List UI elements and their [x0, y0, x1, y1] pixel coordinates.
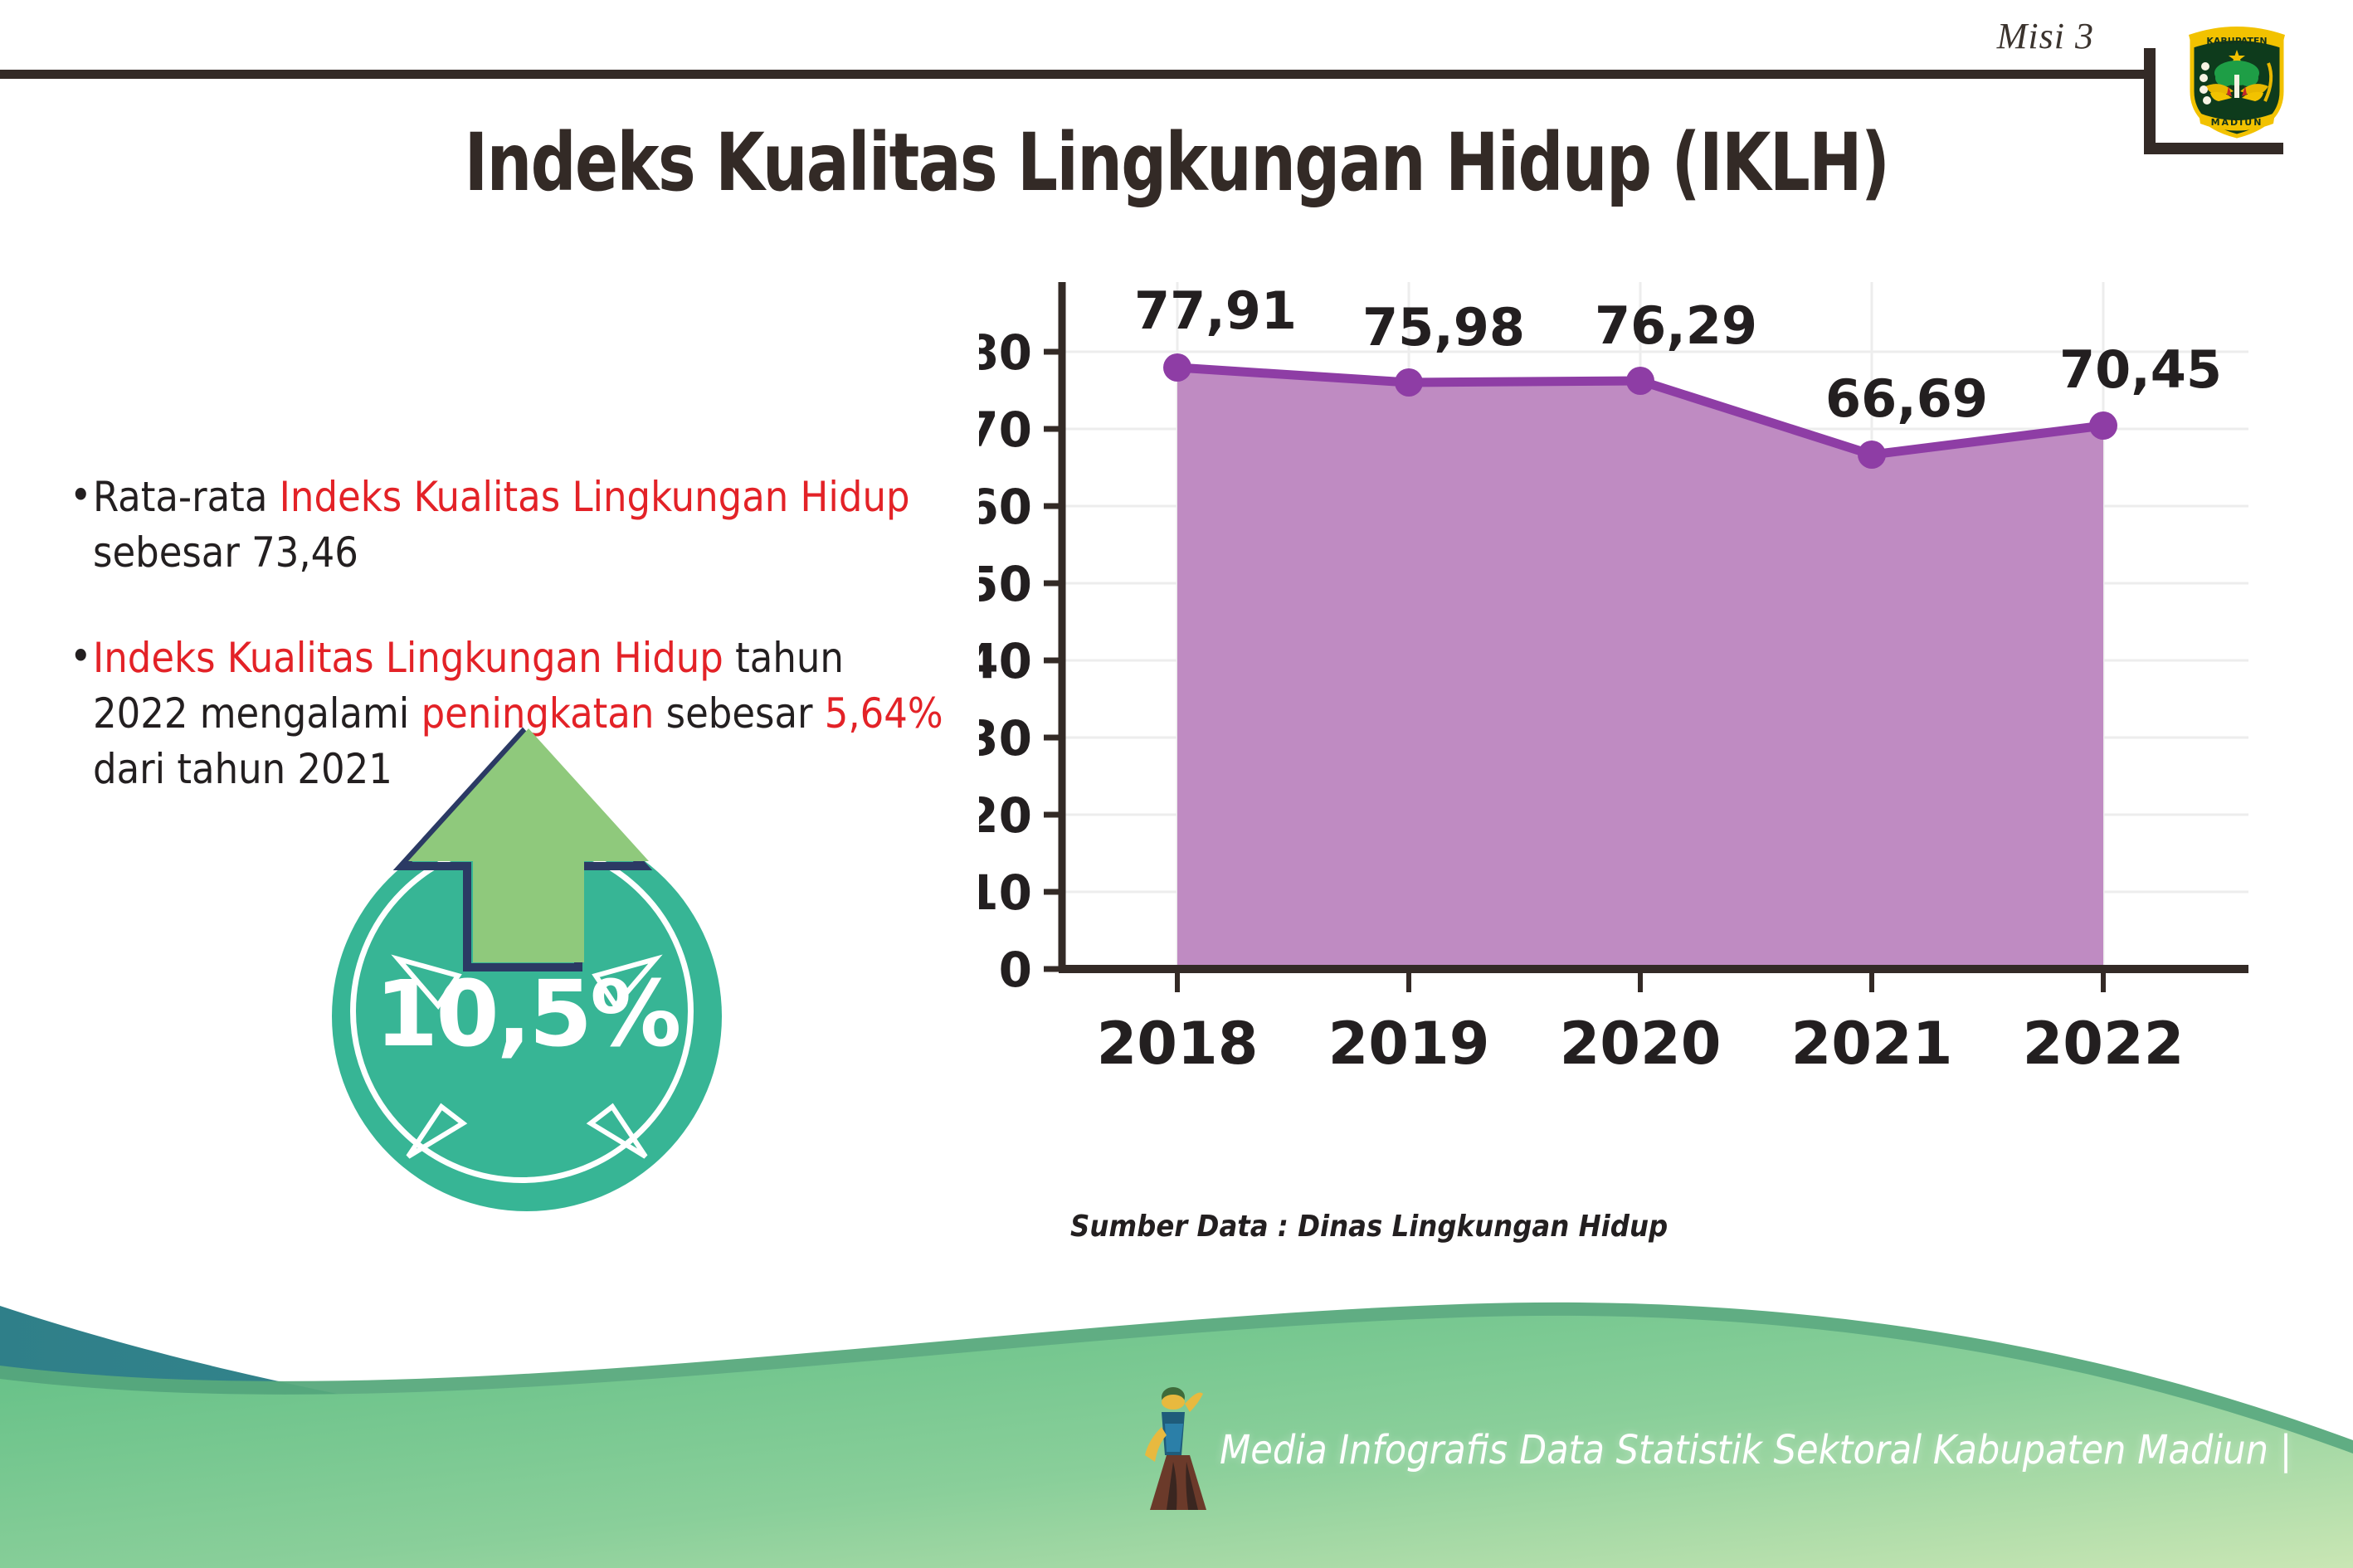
list-item: • Rata-rata Indeks Kualitas Lingkungan H…	[65, 470, 944, 581]
bracket-vertical-bar	[2144, 48, 2156, 154]
bullet-text-highlight: Indeks Kualitas Lingkungan Hidup	[279, 473, 910, 521]
chart-x-tick-labels: 2018 2019 2020 2021 2022	[1097, 1010, 2185, 1078]
chart-y-ticks	[1044, 348, 1062, 972]
bullet-text-segment: tahun 2022 mengalami	[93, 634, 844, 738]
y-tick-label: 70	[979, 402, 1032, 458]
bullet-text-segment: dari tahun 2021	[93, 745, 392, 793]
up-arrow-icon	[392, 727, 653, 971]
mission-label: Misi 3	[1996, 16, 2094, 56]
y-tick-label: 60	[979, 479, 1032, 535]
bullet-text-segment: sebesar 73,46	[93, 528, 358, 577]
bullet-marker: •	[70, 471, 92, 519]
y-tick-label: 10	[979, 864, 1032, 921]
increase-badge: 10,5%	[332, 727, 722, 1211]
y-tick-label: 30	[979, 710, 1032, 767]
page-title: Indeks Kualitas Lingkungan Hidup (IKLH)	[464, 116, 1890, 209]
bullet-text-segment: Rata-rata	[93, 473, 280, 521]
logo-bottom-text: MADIUN	[2211, 117, 2263, 128]
bullet-marker: •	[70, 632, 92, 680]
bracket-horizontal-bar	[2144, 143, 2283, 154]
chart-data-markers	[1163, 353, 2117, 469]
chart-value-labels: 77,91 75,98 76,29 66,69 70,45	[1134, 280, 2222, 429]
chart-source-note: Sumber Data : Dinas Lingkungan Hidup	[1070, 1210, 1669, 1244]
data-label: 77,91	[1134, 280, 1297, 341]
x-tick-label: 2018	[1097, 1010, 1259, 1078]
statistics-figure-icon	[1145, 1387, 1206, 1510]
list-item: • Indeks Kualitas Lingkungan Hidup tahun…	[65, 631, 944, 797]
bullet-text-highlight: 5,64%	[824, 689, 943, 738]
bullet-text-highlight: peningkatan	[421, 689, 655, 738]
x-tick-label: 2022	[2023, 1010, 2185, 1078]
badge-percentage-value: 10,5%	[374, 961, 682, 1067]
x-tick-label: 2020	[1560, 1010, 1722, 1078]
x-tick-label: 2021	[1791, 1010, 1953, 1078]
y-tick-label: 50	[979, 556, 1032, 612]
y-tick-label: 40	[979, 633, 1032, 689]
header-divider-rule	[0, 70, 2151, 79]
logo-corner-bracket	[2144, 48, 2283, 154]
data-label: 75,98	[1362, 297, 1525, 358]
chart-area-fill	[1177, 368, 2103, 969]
logo-top-text: KABUPATEN	[2206, 36, 2267, 46]
y-tick-label: 20	[979, 787, 1032, 844]
bullet-text-segment: sebesar	[654, 689, 825, 738]
x-tick-label: 2019	[1328, 1010, 1490, 1078]
y-tick-label: 0	[999, 942, 1032, 998]
footer-caption: Media Infografis Data Statistik Sektoral…	[1220, 1427, 2292, 1473]
chart-svg: 80 70 60 50 40 30 20 10 0 2018 2019 2020…	[979, 280, 2248, 1078]
data-label: 66,69	[1825, 368, 1988, 429]
chart-x-ticks	[1175, 969, 2106, 992]
kabupaten-madiun-logo: KABUPATEN MADIUN	[2182, 15, 2292, 139]
iklh-area-chart: 80 70 60 50 40 30 20 10 0 2018 2019 2020…	[979, 274, 2273, 1170]
key-findings-list: • Rata-rata Indeks Kualitas Lingkungan H…	[65, 470, 944, 847]
bullet-text-highlight: Indeks Kualitas Lingkungan Hidup	[93, 634, 723, 682]
data-label: 76,29	[1595, 295, 1757, 356]
data-label: 70,45	[2059, 339, 2222, 400]
badge-corner-triangles	[391, 954, 663, 1159]
y-tick-label: 80	[979, 324, 1032, 381]
chart-y-tick-labels: 80 70 60 50 40 30 20 10 0	[979, 324, 1032, 998]
footer-wave-banner: Media Infografis Data Statistik Sektoral…	[0, 1294, 2353, 1568]
